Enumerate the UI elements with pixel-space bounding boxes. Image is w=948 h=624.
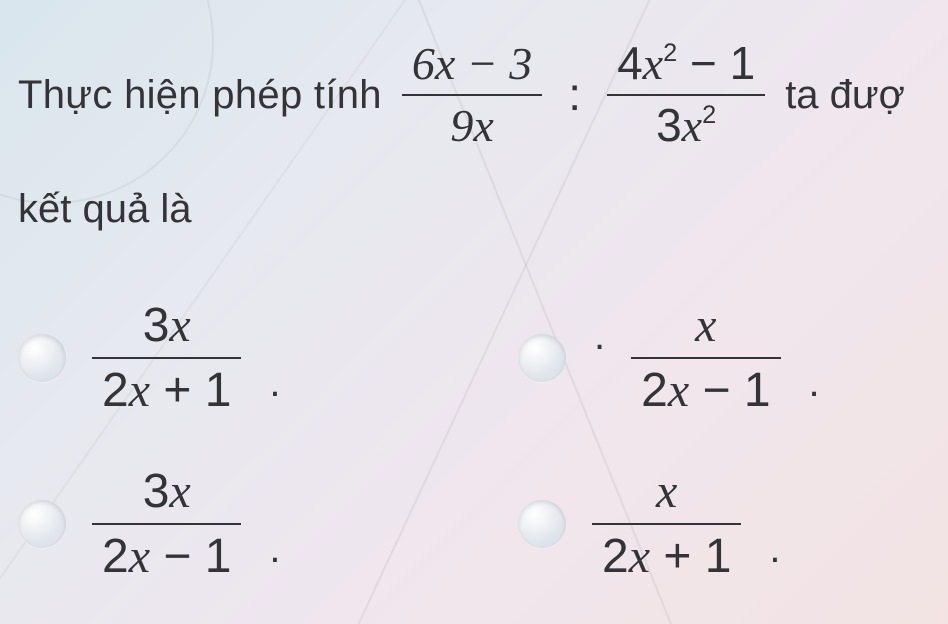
option-den: 2x − 1	[92, 527, 241, 586]
option-den: 2x + 1	[92, 361, 241, 420]
fraction-1-num: 6x − 3	[412, 38, 532, 89]
fraction-1: 6x − 3 9x	[402, 36, 542, 153]
question-lead: Thực hiện phép tính	[18, 73, 382, 117]
option-num: x	[685, 296, 726, 355]
options-grid: 3x 2x + 1 . . x 2x − 1 . 3x 2x − 1 .	[18, 296, 898, 586]
period: .	[769, 527, 780, 586]
fraction-bar	[92, 357, 241, 359]
option-den: 2x + 1	[592, 527, 741, 586]
option-num: x	[646, 462, 687, 521]
fraction-bar	[592, 523, 741, 525]
radio-icon[interactable]	[518, 334, 566, 382]
option-d[interactable]: x 2x + 1 .	[488, 462, 898, 586]
period: .	[809, 361, 820, 420]
option-c-fraction: 3x 2x − 1	[92, 462, 241, 586]
option-a[interactable]: 3x 2x + 1 .	[18, 296, 428, 420]
fraction-2-den: 3x2	[646, 98, 726, 154]
option-b[interactable]: . x 2x − 1 .	[488, 296, 898, 420]
division-sign: :	[562, 69, 587, 120]
question-stem: Thực hiện phép tính 6x − 3 9x : 4x2 − 1 …	[18, 36, 930, 153]
option-a-fraction: 3x 2x + 1	[92, 296, 241, 420]
fraction-2-num: 4x2 − 1	[607, 36, 765, 92]
question-tail: ta đượ	[785, 73, 905, 117]
radio-icon[interactable]	[18, 334, 66, 382]
radio-icon[interactable]	[18, 500, 66, 548]
fraction-2: 4x2 − 1 3x2	[607, 36, 765, 153]
radio-icon[interactable]	[518, 500, 566, 548]
fraction-bar	[402, 94, 542, 96]
option-num: 3x	[133, 296, 201, 355]
fraction-bar	[631, 357, 780, 359]
question-container: Thực hiện phép tính 6x − 3 9x : 4x2 − 1 …	[0, 0, 948, 624]
option-d-fraction: x 2x + 1	[592, 462, 741, 586]
period: .	[269, 361, 280, 420]
option-num: 3x	[133, 462, 201, 521]
question-sub: kết quả là	[18, 187, 930, 232]
option-den: 2x − 1	[631, 361, 780, 420]
period: .	[594, 296, 605, 359]
option-c[interactable]: 3x 2x − 1 .	[18, 462, 428, 586]
fraction-bar	[92, 523, 241, 525]
fraction-bar	[607, 94, 765, 96]
option-b-fraction: x 2x − 1	[631, 296, 780, 420]
fraction-1-den: 9x	[450, 100, 493, 151]
period: .	[269, 527, 280, 586]
